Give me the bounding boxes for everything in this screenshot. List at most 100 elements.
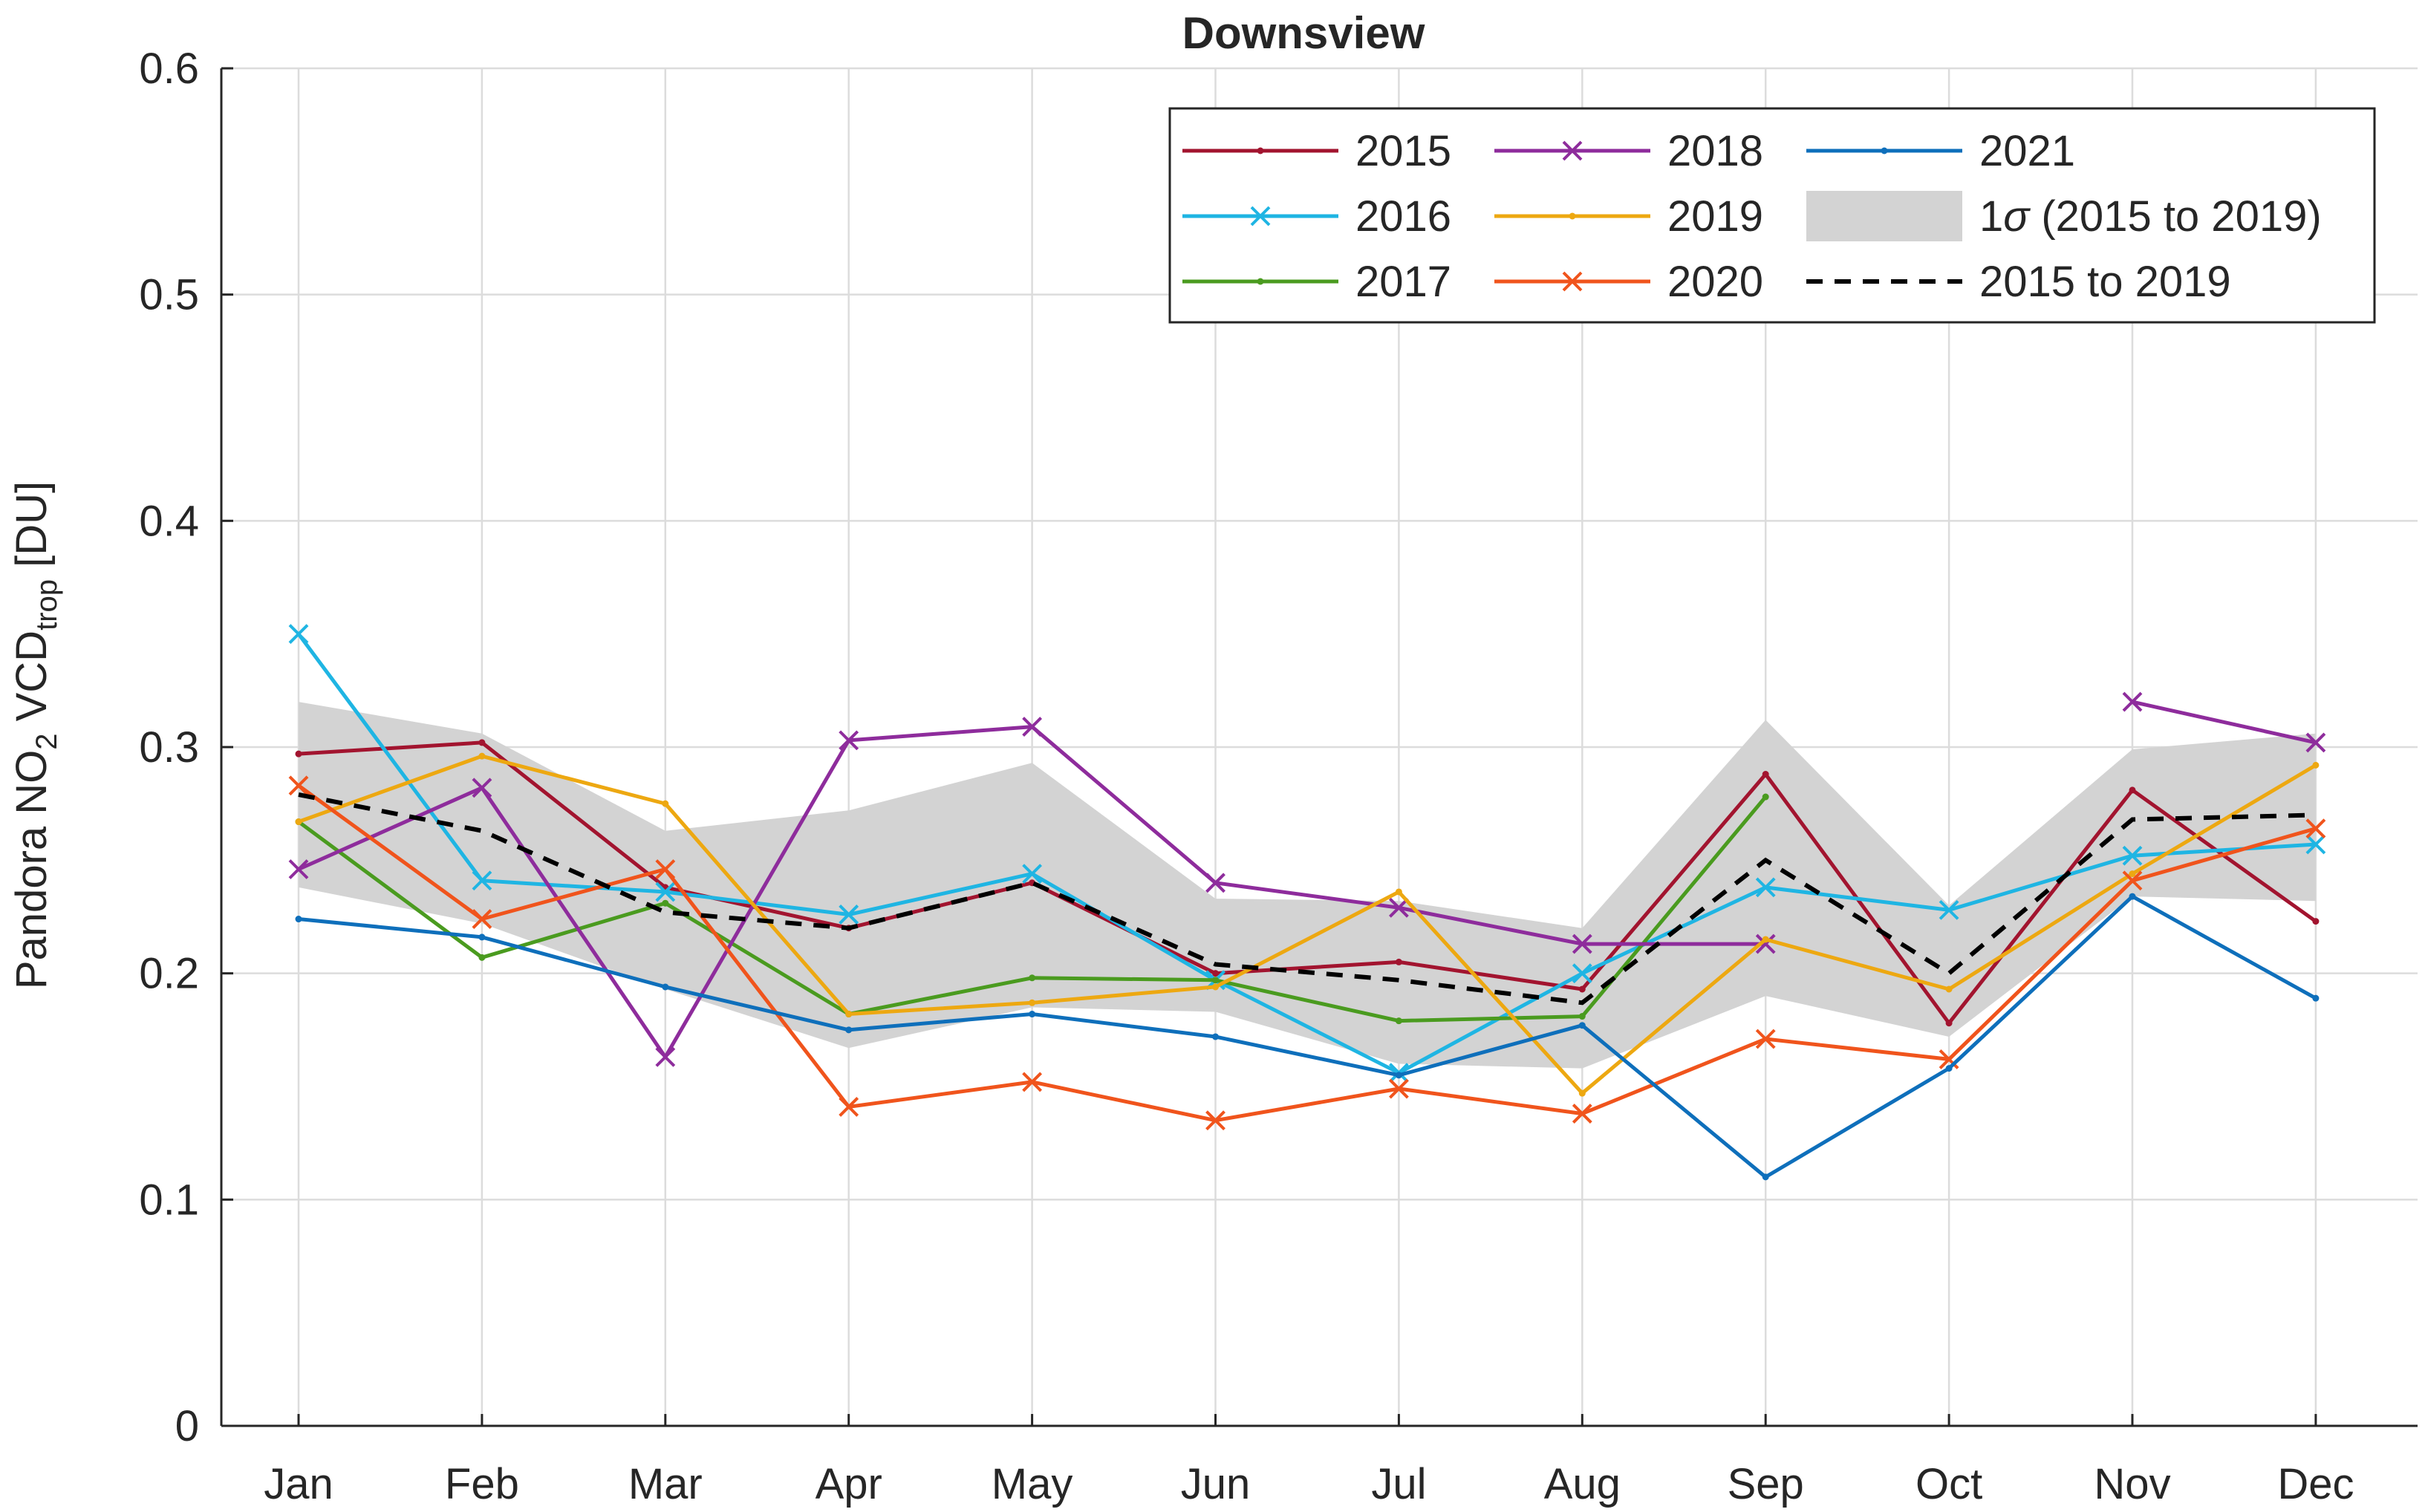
data-point-2015-Aug [1578, 985, 1586, 993]
legend-label-2015: 2015 [1355, 127, 1451, 175]
data-point-2020-Mar [655, 859, 676, 879]
x-marker-stroke [1562, 140, 1583, 161]
x-marker-stroke [1388, 897, 1409, 918]
legend-item-2019: 2019 [1494, 192, 1763, 241]
dot-marker [1257, 278, 1264, 285]
confidence-band-layer [299, 702, 2316, 1069]
legend-label-band: 1σ (2015 to 2019) [1979, 192, 2322, 241]
y-tick-label: 0.6 [139, 45, 199, 93]
data-point-2020-Dec [2305, 818, 2326, 839]
legend-item-2020: 2020 [1494, 258, 1763, 306]
data-point-2015-Jan [295, 750, 302, 757]
data-point-2021-Oct [1945, 1065, 1953, 1072]
x-marker-stroke [1755, 933, 1776, 954]
data-point-2016-Feb [472, 870, 492, 891]
legend-label-band-suffix: (2015 to 2019) [2029, 192, 2321, 241]
x-marker-stroke [1022, 1072, 1043, 1092]
data-point-2017-Jul [1395, 1017, 1402, 1025]
data-point-2016-Jan [288, 624, 309, 645]
x-marker [1250, 206, 1271, 227]
data-point-2017-Aug [1578, 1013, 1586, 1020]
y-tick-label: 0.3 [139, 723, 199, 772]
data-point-2018-Dec [2305, 732, 2326, 753]
x-marker-stroke [472, 870, 492, 891]
dot-marker [1881, 147, 1888, 154]
y-tick-label: 0 [175, 1402, 199, 1450]
legend-item-2016: 2016 [1182, 192, 1451, 241]
y-axis-label-mid: VCD [7, 630, 56, 734]
series-layer [288, 624, 2326, 1181]
legend-label-band-sigma: σ [2003, 192, 2031, 241]
legend-item-2018: 2018 [1494, 127, 1763, 175]
x-marker-stroke [1572, 933, 1592, 954]
series-line-2016 [296, 633, 2317, 1075]
legend-label-2016: 2016 [1355, 192, 1451, 241]
series-2019 [295, 752, 2320, 1097]
data-point-2019-Jul [1395, 888, 1402, 896]
data-point-2015-Dec [2312, 918, 2320, 925]
legend-item-2015: 2015 [1182, 127, 1451, 175]
series-line-2021 [298, 894, 2317, 1179]
x-tick-label-Jul: Jul [1371, 1460, 1426, 1508]
legend-item-sigma-band: 1σ (2015 to 2019) [1806, 191, 2322, 241]
series-2018 [288, 691, 2326, 1067]
y-tick-label: 0.2 [139, 950, 199, 998]
data-point-2019-Oct [1945, 985, 1953, 993]
x-marker [1562, 140, 1583, 161]
data-point-2019-May [1029, 999, 1036, 1006]
data-point-2019-Apr [845, 1011, 853, 1018]
data-point-2020-Jan [288, 775, 309, 796]
x-tick-label-Mar: Mar [628, 1460, 703, 1508]
x-marker-stroke [2122, 691, 2143, 712]
data-point-2017-Feb [478, 954, 486, 961]
x-marker-stroke [288, 859, 309, 879]
x-marker-stroke [2305, 834, 2326, 855]
data-point-2015-Oct [1945, 1020, 1953, 1027]
x-tick-label-Jun: Jun [1181, 1460, 1251, 1508]
series-2015 [295, 739, 2320, 1027]
legend-label-2021: 2021 [1979, 127, 2075, 175]
x-marker-stroke [1022, 717, 1043, 737]
x-tick-label-Apr: Apr [816, 1460, 882, 1508]
data-point-2018-Mar [655, 1046, 676, 1067]
dot-marker [1569, 212, 1576, 220]
data-point-2021-Aug [1578, 1022, 1586, 1029]
legend-label-2019: 2019 [1667, 192, 1763, 241]
x-marker-stroke [288, 624, 309, 645]
x-marker-stroke [839, 905, 859, 925]
data-point-2019-Nov [2129, 870, 2136, 878]
data-point-2021-Dec [2312, 994, 2320, 1002]
data-point-2016-May [1022, 864, 1043, 884]
data-point-2018-Jul [1388, 897, 1409, 918]
data-point-2018-Feb [472, 778, 492, 798]
legend-box [1168, 107, 2376, 324]
chart-title: Downsview [1182, 8, 1425, 58]
data-point-2020-Aug [1572, 1104, 1592, 1124]
data-point-2019-Dec [2312, 761, 2320, 769]
y-tick-label: 0.1 [139, 1176, 199, 1224]
x-marker-stroke [288, 775, 309, 796]
legend-swatch-band [1806, 191, 1962, 241]
y-axis-label-unit: [DU] [7, 481, 56, 579]
data-point-2018-Jun [1205, 873, 1225, 893]
x-tick-label-Jan: Jan [264, 1460, 333, 1508]
data-point-2015-Feb [478, 739, 486, 746]
x-marker [1562, 271, 1583, 292]
x-tick-label-Aug: Aug [1544, 1460, 1621, 1508]
x-marker-stroke [1205, 1110, 1225, 1131]
legend-label-2018: 2018 [1667, 127, 1763, 175]
y-axis-label-main: Pandora NO [7, 750, 56, 989]
data-point-2016-Sep [1755, 877, 1776, 898]
data-point-2021-Jun [1212, 1033, 1219, 1040]
data-point-2020-Nov [2122, 870, 2143, 891]
data-point-2021-Nov [2129, 893, 2136, 900]
series-line-2019 [298, 754, 2317, 1095]
legend-label-band-prefix: 1 [1979, 192, 2003, 241]
series-2020 [288, 775, 2326, 1131]
data-point-2018-May [1022, 717, 1043, 737]
x-tick-label-Nov: Nov [2094, 1460, 2170, 1508]
x-tick-label-Dec: Dec [2277, 1460, 2354, 1508]
tick-labels: Jan Feb Mar Apr May Jun Jul Aug Sep Oct Nov Dec 0 0.1… [139, 45, 2354, 1508]
y-axis-label: Pandora NO2 VCDtrop [DU] [7, 481, 63, 989]
x-marker-stroke [655, 1046, 676, 1067]
